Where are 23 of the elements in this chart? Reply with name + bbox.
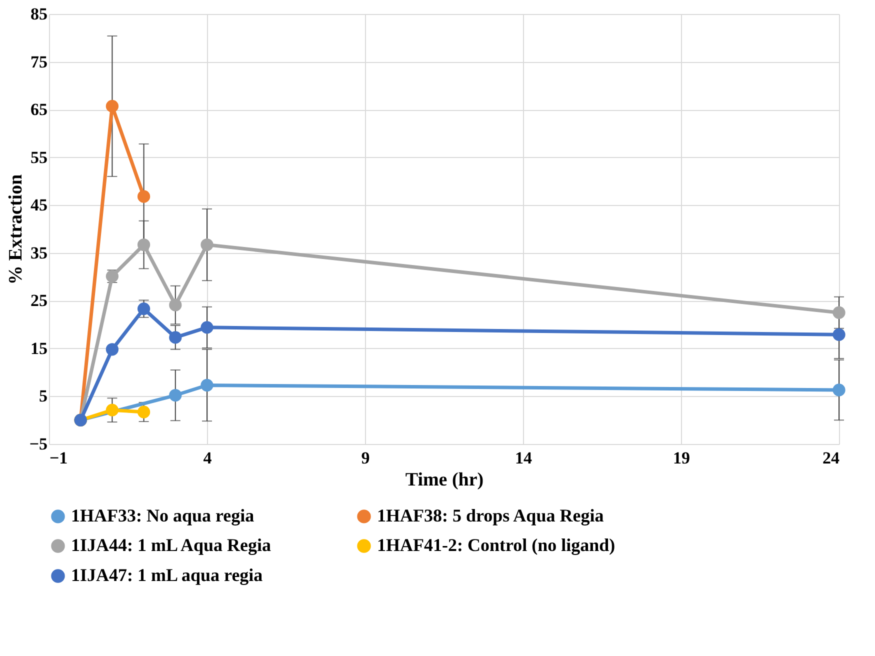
y-tick-label: 15 — [30, 338, 48, 358]
y-tick-label: 5 — [39, 386, 48, 406]
legend-label: 1HAF33: No aqua regia — [71, 505, 254, 526]
legend-label: 1IJA47: 1 mL aqua regia — [71, 565, 263, 585]
legend-label: 1HAF41-2: Control (no ligand) — [377, 535, 616, 555]
y-axis-title: % Extraction — [5, 174, 26, 285]
legend-label: 1HAF38: 5 drops Aqua Regia — [377, 505, 604, 526]
x-tick-label: −1 — [50, 448, 68, 468]
x-axis-title: Time (hr) — [405, 470, 484, 490]
y-tick-label: 75 — [30, 52, 48, 72]
x-tick-label: 4 — [203, 448, 212, 468]
y-tick-label: 35 — [30, 243, 48, 262]
y-tick-label: 85 — [30, 4, 48, 24]
x-tick-label: 14 — [515, 448, 532, 468]
y-tick-label: 25 — [30, 291, 48, 310]
legend-label: 1IJA44: 1 mL Aqua Regia — [71, 535, 272, 555]
x-tick-label: 19 — [673, 448, 690, 468]
y-tick-label: −5 — [29, 434, 48, 454]
y-tick-label: 55 — [30, 148, 48, 167]
y-tick-label: 45 — [30, 196, 48, 215]
x-tick-label: 9 — [361, 448, 370, 468]
y-tick-label: 65 — [30, 100, 48, 120]
x-tick-label: 24 — [822, 448, 840, 468]
